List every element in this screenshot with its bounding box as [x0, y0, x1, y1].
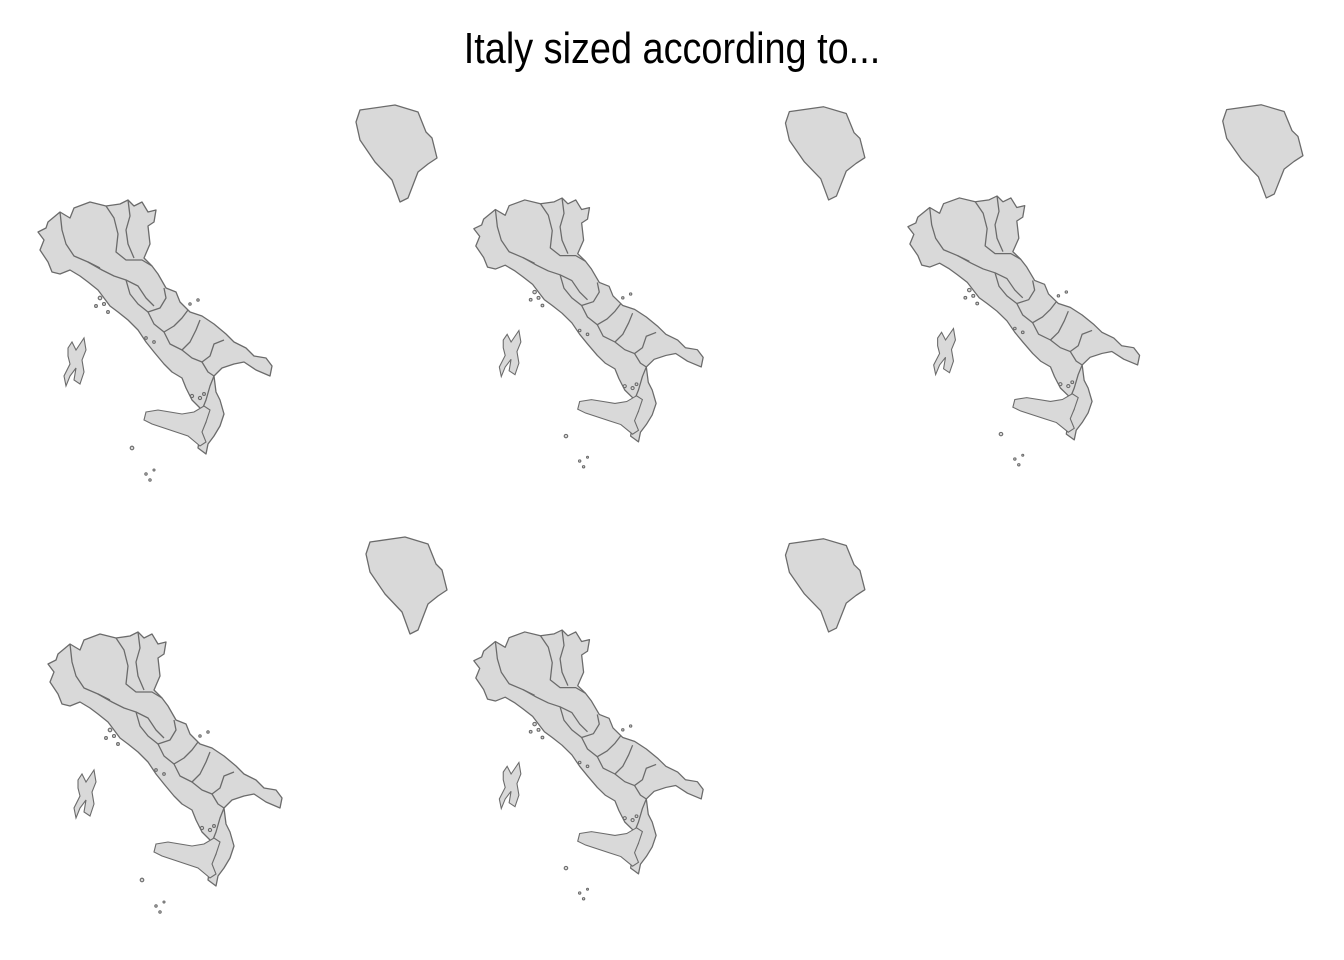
map-panel-2	[466, 106, 886, 488]
italy-map-2	[473, 106, 866, 469]
map-panel-5	[466, 538, 886, 920]
italy-map-5	[473, 538, 866, 901]
italy-map-1	[37, 104, 438, 482]
map-panel-3	[900, 104, 1320, 486]
italy-map-4	[47, 536, 448, 914]
italy-map-3	[907, 104, 1304, 467]
page-title: Italy sized according to...	[463, 24, 881, 73]
map-panel-4	[40, 536, 460, 922]
map-panel-1	[30, 104, 450, 490]
